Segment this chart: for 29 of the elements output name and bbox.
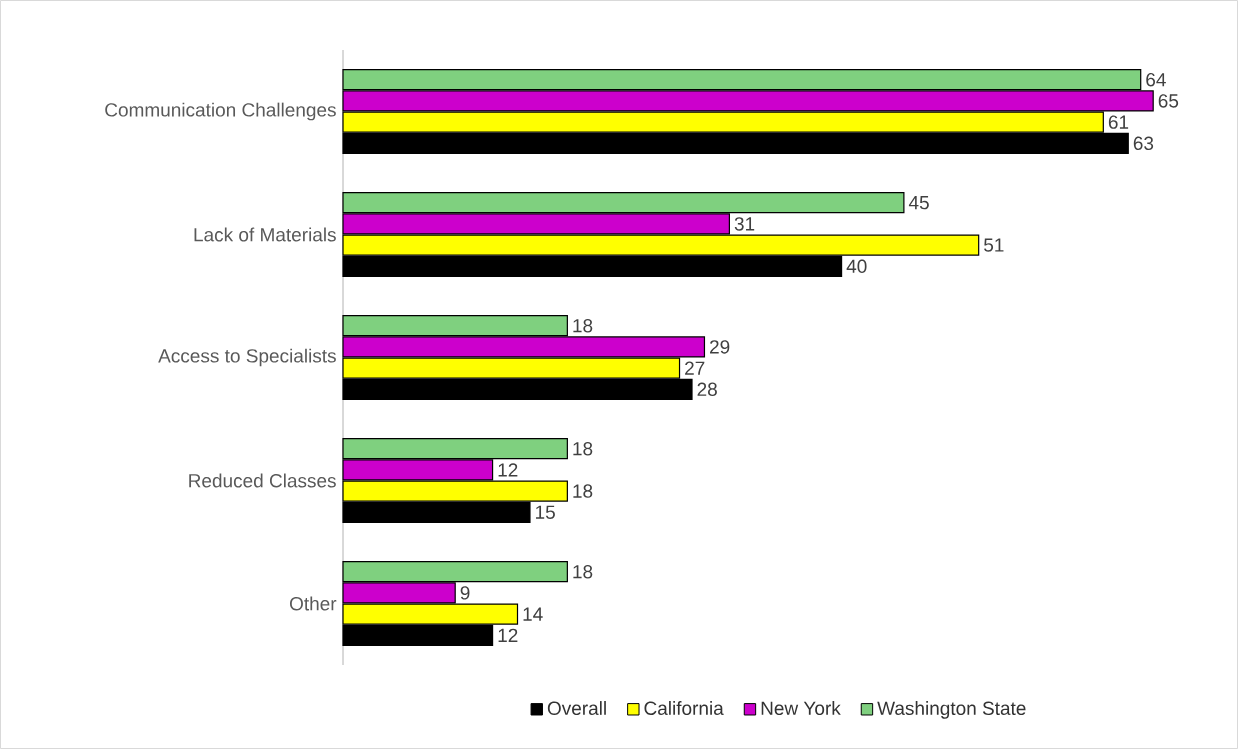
data-label: 14 — [523, 607, 543, 621]
y-tick-label: Reduced Classes — [189, 473, 336, 488]
data-label: 51 — [984, 238, 1004, 252]
data-label: 28 — [697, 382, 717, 397]
data-label: 18 — [573, 564, 593, 579]
y-tick-label: Other — [290, 596, 337, 611]
data-label: 18 — [573, 484, 593, 498]
data-label: 61 — [1108, 115, 1129, 129]
legend-label: Washington State — [877, 701, 1026, 719]
data-label: 18 — [573, 318, 593, 333]
data-label: 15 — [536, 505, 555, 519]
data-label: 29 — [710, 340, 730, 354]
data-label: 9 — [460, 586, 470, 600]
data-label: 27 — [685, 361, 705, 375]
y-tick-label: Communication Challenges — [105, 102, 336, 121]
data-label: 40 — [846, 259, 867, 274]
legend-label: Overall — [547, 701, 606, 716]
data-label: 63 — [1133, 136, 1154, 151]
data-label: 12 — [498, 628, 518, 642]
y-tick-label: Lack of Materials — [194, 227, 336, 242]
legend-label: California — [644, 701, 724, 716]
y-tick-label: Access to Specialists — [158, 348, 336, 367]
data-label: 31 — [734, 217, 755, 231]
data-label: 65 — [1158, 94, 1179, 108]
legend-label: New York — [761, 701, 841, 716]
data-label: 45 — [908, 196, 929, 210]
data-label: 64 — [1146, 72, 1166, 87]
data-label: 12 — [498, 463, 518, 477]
data-label: 18 — [573, 441, 593, 456]
